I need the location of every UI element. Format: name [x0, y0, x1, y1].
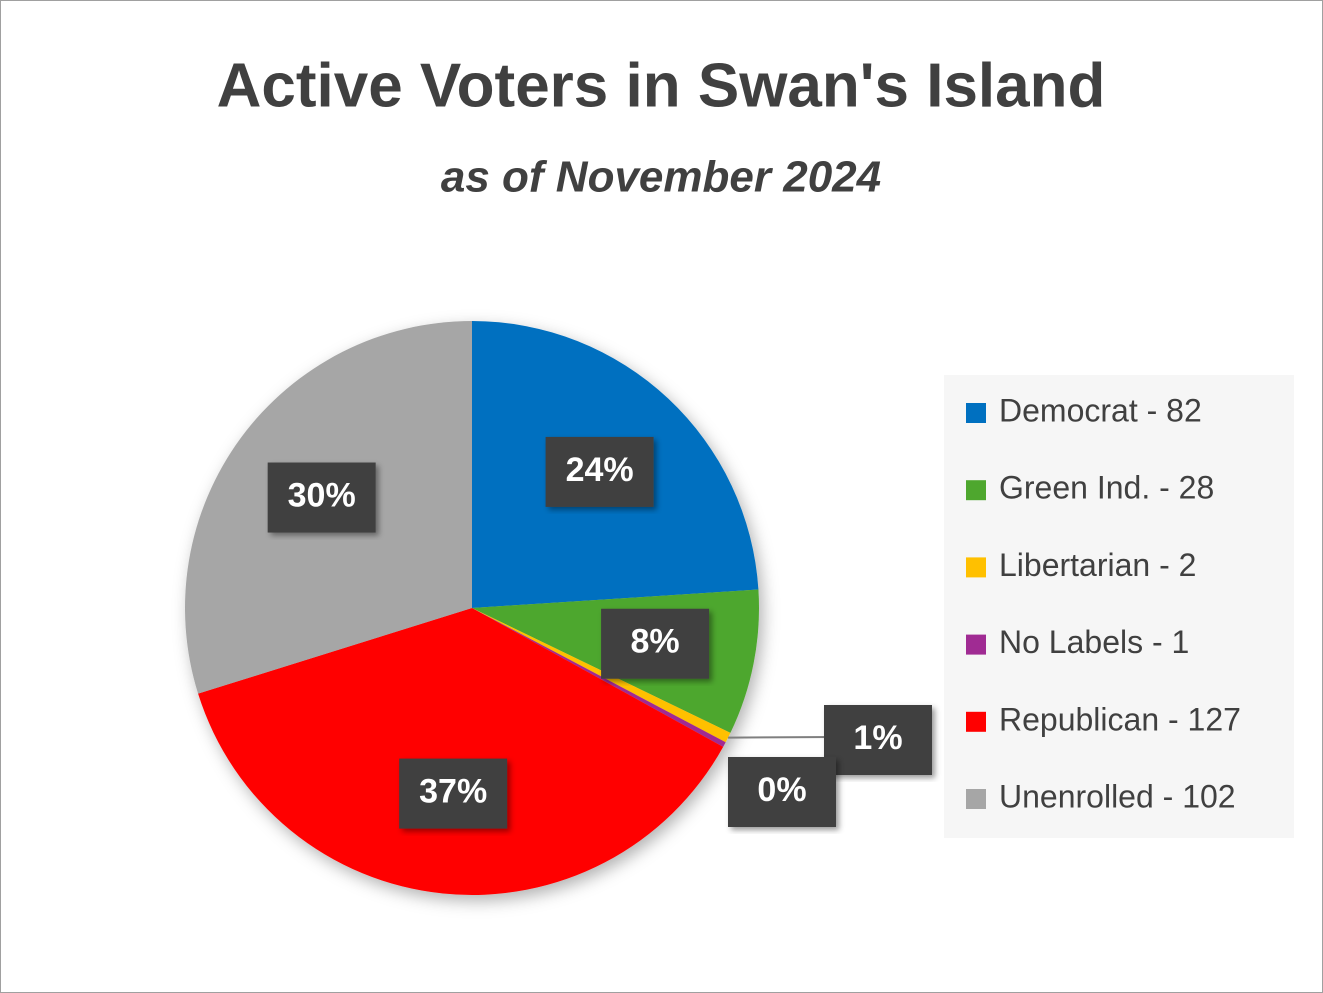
data-label: 30%	[288, 477, 356, 515]
legend-label: Democrat - 82	[999, 392, 1202, 428]
legend-swatch	[966, 557, 986, 578]
legend-label: Green Ind. - 28	[999, 470, 1214, 506]
data-label: 24%	[566, 451, 634, 489]
pie-slice	[198, 608, 724, 896]
data-label: 8%	[631, 623, 680, 661]
data-label: 0%	[757, 771, 806, 809]
data-label-box	[824, 705, 932, 775]
legend-swatch	[966, 403, 986, 423]
legend-swatch	[966, 634, 986, 655]
data-label-box	[267, 462, 376, 533]
legend-label: Unenrolled - 102	[999, 778, 1236, 814]
data-label-box	[399, 758, 508, 829]
chart-title: Active Voters in Swan's Island	[217, 51, 1106, 120]
legend-swatch	[966, 480, 986, 501]
data-label-box	[728, 757, 836, 827]
legend-label: Libertarian - 2	[999, 547, 1196, 583]
data-label-box	[601, 608, 710, 679]
legend-swatch	[966, 789, 986, 809]
leader-line	[728, 736, 837, 739]
legend-label: Republican - 127	[999, 701, 1241, 737]
data-label: 1%	[853, 719, 902, 757]
legend-label: No Labels - 1	[999, 624, 1189, 660]
data-label: 37%	[419, 773, 487, 811]
legend	[944, 375, 1294, 838]
legend-swatch	[966, 711, 986, 732]
pie-slice	[472, 608, 726, 747]
data-label-box	[545, 436, 654, 507]
chart-subtitle: as of November 2024	[441, 153, 881, 202]
